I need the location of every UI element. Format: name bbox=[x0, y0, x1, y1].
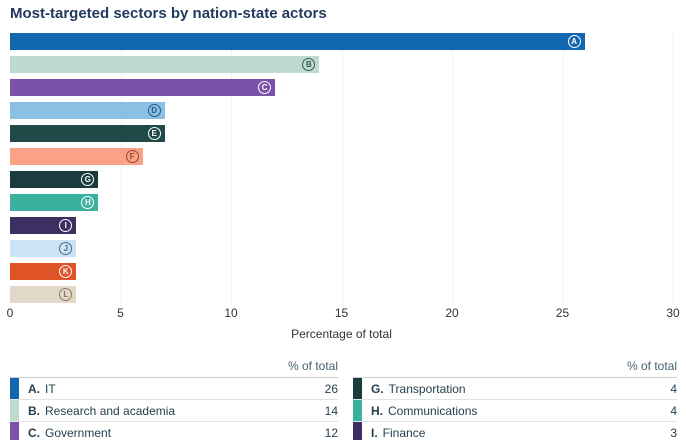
bar-D: D bbox=[10, 102, 165, 119]
x-tick-0: 0 bbox=[6, 306, 14, 320]
legend-label-H: H. Communications bbox=[371, 404, 477, 418]
bar-letter-badge-G: G bbox=[81, 173, 95, 186]
bar-letter-badge-C: C bbox=[258, 81, 272, 94]
legend-value-H: 4 bbox=[670, 403, 677, 418]
bar-A: A bbox=[10, 33, 585, 50]
x-tick-20: 20 bbox=[445, 306, 459, 320]
bar-row-G: G bbox=[10, 171, 673, 188]
legend-value-G: 4 bbox=[670, 381, 677, 396]
bar-J: J bbox=[10, 240, 77, 257]
legend-row-B: B. Research and academia 14 bbox=[10, 400, 338, 422]
legend-sector-name-C: Government bbox=[45, 425, 112, 440]
legend-header-percent-of-total: % of total bbox=[353, 356, 677, 378]
x-axis: 0 5 10 15 20 25 30 bbox=[6, 306, 680, 321]
bar-E: E bbox=[10, 125, 165, 142]
bar-letter-badge-E: E bbox=[147, 127, 161, 140]
gridline-30 bbox=[673, 33, 674, 305]
bar-row-D: D bbox=[10, 102, 673, 119]
legend-header-percent-of-total: % of total bbox=[10, 356, 338, 378]
legend-sector-name-H: Communications bbox=[388, 403, 478, 418]
bar-letter-badge-H: H bbox=[81, 196, 95, 209]
x-tick-30: 30 bbox=[666, 306, 680, 320]
legend-label-I: I. Finance bbox=[371, 426, 425, 440]
bar-letter-badge-A: A bbox=[567, 35, 581, 48]
legend-row-A: A. IT 26 bbox=[10, 378, 338, 400]
bar-row-B: B bbox=[10, 56, 673, 73]
bar-row-F: F bbox=[10, 148, 673, 165]
bar-letter-badge-L: L bbox=[59, 288, 73, 301]
legend-letter-A: A. bbox=[28, 381, 40, 396]
legend-swatch-C bbox=[10, 422, 19, 440]
bar-row-H: H bbox=[10, 194, 673, 211]
legend-value-B: 14 bbox=[324, 403, 338, 418]
legend-letter-C: C. bbox=[28, 425, 40, 440]
bar-F: F bbox=[10, 148, 143, 165]
legend-table-right: % of total G. Transportation 4 H. Communicati… bbox=[353, 356, 677, 440]
legend-row-G: G. Transportation 4 bbox=[353, 378, 677, 400]
legend-sector-name-G: Transportation bbox=[388, 381, 466, 396]
bar-I: I bbox=[10, 217, 77, 234]
bar-letter-badge-J: J bbox=[59, 242, 73, 255]
gridline-5 bbox=[120, 33, 122, 305]
bar-row-K: K bbox=[10, 263, 673, 280]
gridline-25 bbox=[562, 33, 564, 305]
legend-sector-name-A: IT bbox=[45, 381, 56, 396]
legend-letter-I: I. bbox=[371, 425, 378, 440]
gridline-20 bbox=[452, 33, 453, 305]
legend-row-C: C. Government 12 bbox=[10, 422, 338, 440]
bar-letter-badge-D: D bbox=[147, 104, 161, 117]
bar-C: C bbox=[10, 79, 276, 96]
legend-value-A: 26 bbox=[324, 381, 338, 396]
gridline-15 bbox=[341, 33, 343, 305]
bar-letter-badge-F: F bbox=[125, 150, 139, 163]
legend-table-left: % of total A. IT 26 B. Research and academia 1… bbox=[10, 356, 338, 440]
bar-letter-badge-K: K bbox=[59, 265, 73, 278]
bar-row-E: E bbox=[10, 125, 673, 142]
legend-label-C: C. Government bbox=[28, 426, 111, 440]
x-tick-15: 15 bbox=[334, 306, 349, 320]
bar-G: G bbox=[10, 171, 99, 188]
legend-label-B: B. Research and academia bbox=[28, 404, 175, 418]
x-tick-25: 25 bbox=[555, 306, 570, 320]
legend-row-H: H. Communications 4 bbox=[353, 400, 677, 422]
bar-L: L bbox=[10, 286, 77, 303]
bar-row-A: A bbox=[10, 33, 673, 50]
legend-swatch-B bbox=[10, 400, 19, 421]
legend-letter-G: G. bbox=[371, 381, 384, 396]
legend-sector-name-I: Finance bbox=[382, 425, 426, 440]
legend-label-A: A. IT bbox=[28, 382, 56, 396]
gridline-10 bbox=[231, 33, 232, 305]
bar-H: H bbox=[10, 194, 99, 211]
legend-swatch-A bbox=[10, 378, 19, 399]
bar-letter-badge-I: I bbox=[59, 219, 73, 232]
x-tick-5: 5 bbox=[117, 306, 124, 320]
bar-K: K bbox=[10, 263, 77, 280]
legend-letter-H: H. bbox=[371, 403, 383, 418]
legend-sector-name-B: Research and academia bbox=[45, 403, 176, 418]
legend-swatch-G bbox=[353, 378, 362, 399]
legend-value-C: 12 bbox=[324, 425, 338, 440]
legend-label-G: G. Transportation bbox=[371, 382, 466, 396]
chart-title: Most-targeted sectors by nation-state ac… bbox=[10, 5, 327, 22]
bar-letter-badge-B: B bbox=[302, 58, 316, 71]
bar-row-L: L bbox=[10, 286, 673, 303]
legend-letter-B: B. bbox=[28, 403, 40, 418]
bar-row-C: C bbox=[10, 79, 673, 96]
legend-row-I: I. Finance 3 bbox=[353, 422, 677, 440]
legend-swatch-I bbox=[353, 422, 362, 440]
legend-swatch-H bbox=[353, 400, 362, 421]
bar-B: B bbox=[10, 56, 320, 73]
bar-row-I: I bbox=[10, 217, 673, 234]
x-tick-10: 10 bbox=[224, 306, 238, 320]
legend-value-I: 3 bbox=[670, 425, 677, 440]
x-axis-title: Percentage of total bbox=[291, 327, 392, 341]
bar-row-J: J bbox=[10, 240, 673, 257]
